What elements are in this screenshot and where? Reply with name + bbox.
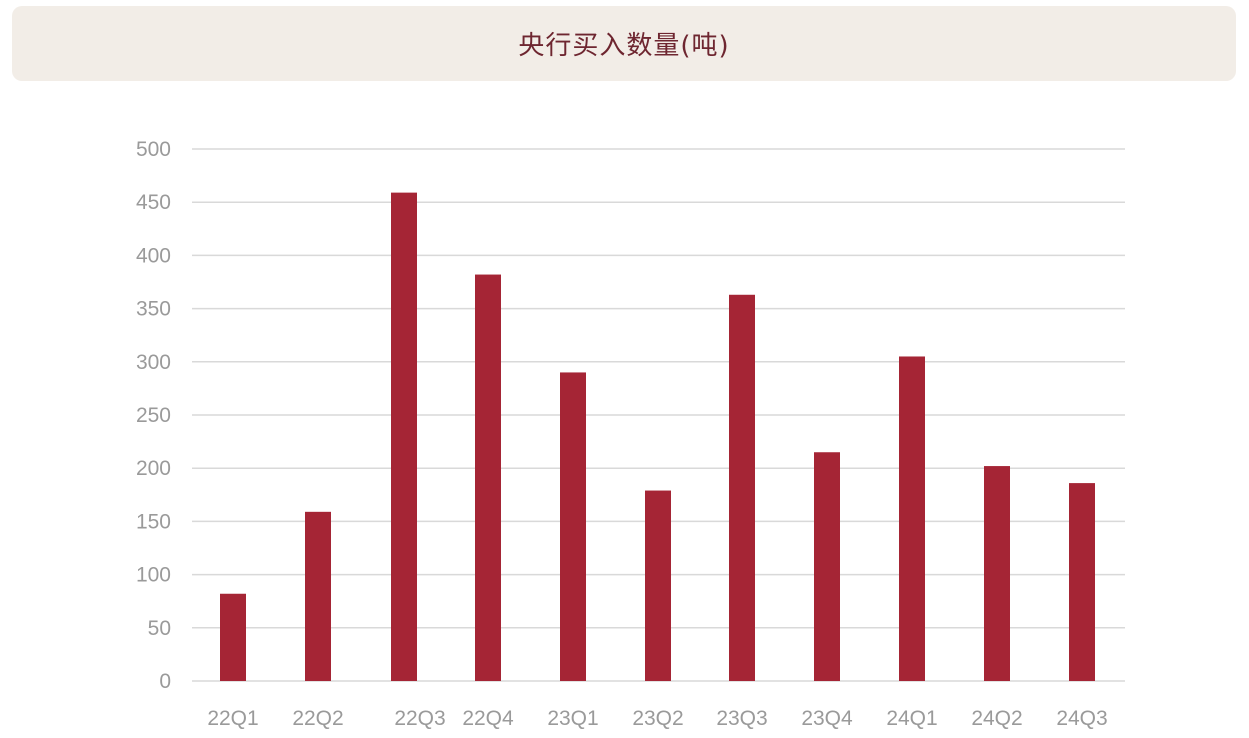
bar-24Q3 (1069, 483, 1095, 681)
y-tick-label: 400 (136, 244, 171, 267)
chart-title: 央行买入数量(吨) (518, 31, 730, 61)
x-tick-label: 22Q3 (394, 707, 445, 730)
bar-22Q1 (220, 593, 246, 681)
x-tick-label: 23Q2 (632, 707, 683, 730)
x-tick-label: 23Q1 (547, 707, 598, 730)
bar-24Q1 (899, 356, 925, 681)
y-tick-label: 450 (136, 191, 171, 214)
x-tick-label: 22Q1 (207, 707, 258, 730)
x-tick-label: 22Q2 (292, 707, 343, 730)
x-tick-label: 24Q1 (886, 707, 937, 730)
y-tick-label: 100 (136, 564, 171, 587)
y-tick-label: 300 (136, 351, 171, 374)
bar-23Q3 (729, 294, 755, 681)
y-tick-label: 50 (148, 617, 171, 640)
x-tick-label: 23Q4 (801, 707, 853, 730)
x-tick-label: 23Q3 (716, 707, 767, 730)
y-tick-label: 200 (136, 457, 171, 480)
bar-22Q3 (391, 192, 417, 681)
y-tick-label: 250 (136, 404, 171, 427)
bar-23Q4 (814, 452, 840, 681)
y-tick-label: 0 (159, 670, 171, 693)
y-tick-label: 150 (136, 510, 171, 533)
bar-22Q2 (305, 511, 331, 681)
bar-23Q1 (560, 372, 586, 681)
bar-22Q4 (475, 274, 501, 681)
x-tick-label: 24Q3 (1056, 707, 1107, 730)
y-tick-label: 500 (136, 138, 171, 161)
x-tick-label: 24Q2 (971, 707, 1022, 730)
title-banner: 央行买入数量(吨) (12, 6, 1236, 81)
x-tick-label: 22Q4 (462, 707, 514, 730)
y-tick-label: 350 (136, 298, 171, 321)
bar-23Q2 (645, 490, 671, 681)
bar-24Q2 (984, 466, 1010, 681)
